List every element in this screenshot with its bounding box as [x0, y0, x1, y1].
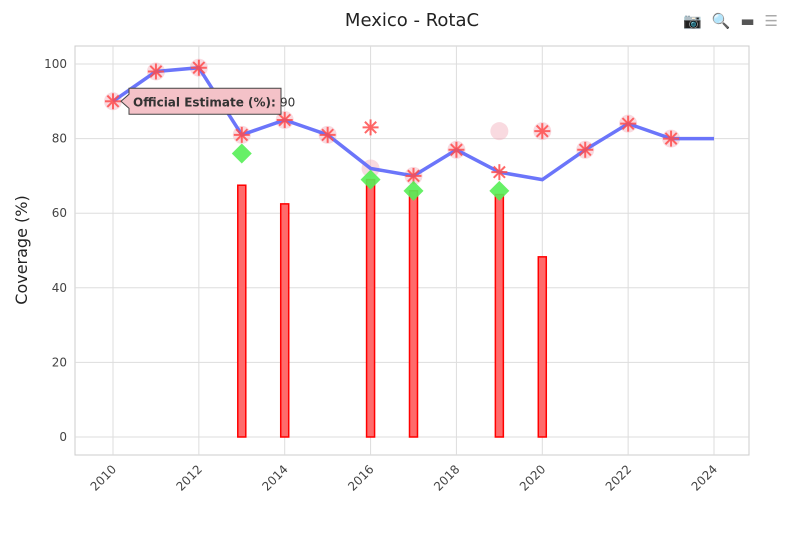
bar	[279, 203, 290, 438]
administrative-point	[491, 164, 508, 181]
camera-icon[interactable]: 📷	[682, 12, 702, 30]
y-tick-label: 80	[52, 132, 67, 146]
administrative-point	[233, 126, 250, 143]
tooltip-box	[120, 87, 282, 115]
x-tick-label: 2024	[689, 462, 720, 493]
x-tick-label: 2020	[517, 462, 548, 493]
official-estimate-point	[490, 122, 509, 141]
administrative-point	[147, 63, 164, 80]
administrative-point	[448, 141, 465, 158]
administrative-point	[319, 126, 336, 143]
tooltip-text: Official Estimate (%): 90	[133, 95, 295, 109]
bar	[537, 256, 548, 438]
x-tick-label: 2010	[88, 462, 119, 493]
administrative-point	[577, 141, 594, 158]
bar	[237, 184, 247, 438]
survey-point	[403, 180, 424, 201]
y-tick-label: 40	[52, 281, 67, 295]
x-tick-label: 2022	[603, 462, 634, 493]
administrative-point	[663, 130, 680, 147]
pan-icon[interactable]: ▬	[740, 12, 755, 30]
administrative-point	[276, 111, 293, 128]
bar	[365, 178, 376, 438]
bar	[408, 190, 419, 438]
chart-title: Mexico - RotaC	[345, 10, 479, 31]
administrative-point	[105, 93, 121, 110]
modebar: 📷 🔍 ▬ ☰	[683, 12, 778, 30]
survey-point	[231, 143, 252, 164]
menu-icon[interactable]: ☰	[764, 12, 778, 30]
administrative-point	[534, 123, 551, 140]
administrative-point	[190, 59, 207, 76]
y-axis-label: Coverage (%)	[12, 195, 31, 304]
y-tick-label: 60	[52, 206, 67, 220]
x-tick-label: 2016	[345, 462, 376, 493]
y-tick-label: 0	[59, 430, 67, 444]
survey-point	[489, 180, 510, 201]
x-tick-label: 2014	[259, 462, 290, 493]
administrative-point	[362, 119, 379, 136]
survey-point	[360, 169, 381, 190]
bar	[494, 193, 505, 438]
y-tick-label: 100	[44, 57, 67, 71]
administrative-point	[620, 115, 637, 132]
y-tick-label: 20	[52, 355, 67, 369]
x-tick-label: 2018	[431, 462, 462, 493]
zoom-icon[interactable]: 🔍	[711, 12, 731, 30]
x-tick-label: 2012	[173, 462, 204, 493]
